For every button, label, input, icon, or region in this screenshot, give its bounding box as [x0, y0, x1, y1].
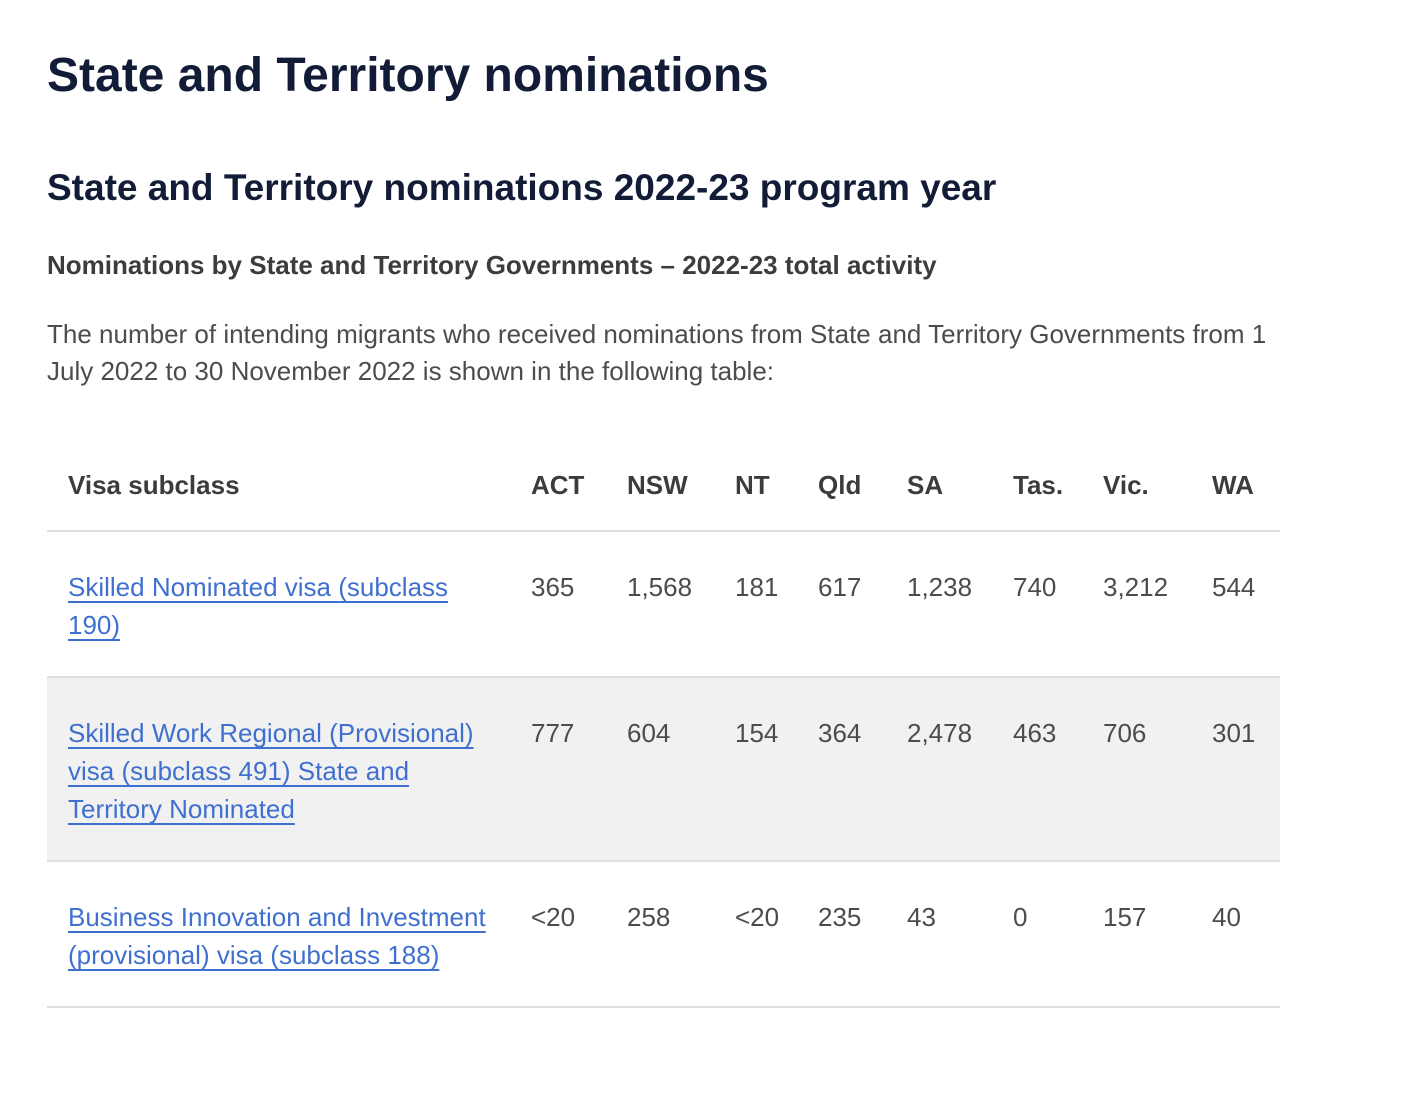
cell-nsw: 258 [627, 861, 735, 1008]
cell-tas: 0 [1013, 861, 1103, 1008]
cell-nsw: 604 [627, 677, 735, 862]
cell-qld: 364 [818, 677, 907, 862]
cell-vic: 157 [1103, 861, 1212, 1008]
table-row-subclass-190: Skilled Nominated visa (subclass 190) 36… [47, 531, 1280, 678]
cell-tas: 463 [1013, 677, 1103, 862]
column-header-visa-subclass: Visa subclass [47, 436, 531, 532]
column-header-wa: WA [1212, 436, 1280, 532]
column-header-act: ACT [531, 436, 627, 532]
cell-sa: 1,238 [907, 531, 1013, 678]
column-header-tas: Tas. [1013, 436, 1103, 532]
cell-nt: 154 [735, 677, 818, 862]
table-row-subclass-188: Business Innovation and Investment (prov… [47, 861, 1280, 1008]
visa-link-subclass-491[interactable]: Skilled Work Regional (Provisional) visa… [68, 718, 474, 824]
visa-cell: Skilled Work Regional (Provisional) visa… [47, 677, 531, 862]
content: State and Territory nominations State an… [47, 48, 1280, 1008]
visa-link-subclass-190[interactable]: Skilled Nominated visa (subclass 190) [68, 572, 449, 640]
cell-act: 777 [531, 677, 627, 862]
visa-cell: Skilled Nominated visa (subclass 190) [47, 531, 531, 678]
cell-act: <20 [531, 861, 627, 1008]
cell-act: 365 [531, 531, 627, 678]
cell-wa: 40 [1212, 861, 1280, 1008]
visa-cell: Business Innovation and Investment (prov… [47, 861, 531, 1008]
nominations-table: Visa subclass ACT NSW NT Qld SA Tas. Vic… [47, 436, 1280, 1008]
cell-nt: 181 [735, 531, 818, 678]
visa-link-subclass-188[interactable]: Business Innovation and Investment (prov… [68, 902, 486, 970]
column-header-nsw: NSW [627, 436, 735, 532]
table-header-row: Visa subclass ACT NSW NT Qld SA Tas. Vic… [47, 436, 1280, 532]
cell-vic: 706 [1103, 677, 1212, 862]
cell-nsw: 1,568 [627, 531, 735, 678]
cell-vic: 3,212 [1103, 531, 1212, 678]
program-year-heading: State and Territory nominations 2022-23 … [47, 167, 997, 208]
intro-paragraph: The number of intending migrants who rec… [47, 319, 1267, 386]
cell-wa: 301 [1212, 677, 1280, 862]
column-header-vic: Vic. [1103, 436, 1212, 532]
column-header-sa: SA [907, 436, 1013, 532]
cell-nt: <20 [735, 861, 818, 1008]
page-title: State and Territory nominations [47, 49, 769, 102]
cell-sa: 43 [907, 861, 1013, 1008]
column-header-nt: NT [735, 436, 818, 532]
cell-qld: 235 [818, 861, 907, 1008]
total-activity-heading: Nominations by State and Territory Gover… [47, 250, 937, 280]
table-row-subclass-491: Skilled Work Regional (Provisional) visa… [47, 677, 1280, 862]
cell-qld: 617 [818, 531, 907, 678]
column-header-qld: Qld [818, 436, 907, 532]
cell-sa: 2,478 [907, 677, 1013, 862]
cell-tas: 740 [1013, 531, 1103, 678]
cell-wa: 544 [1212, 531, 1280, 678]
